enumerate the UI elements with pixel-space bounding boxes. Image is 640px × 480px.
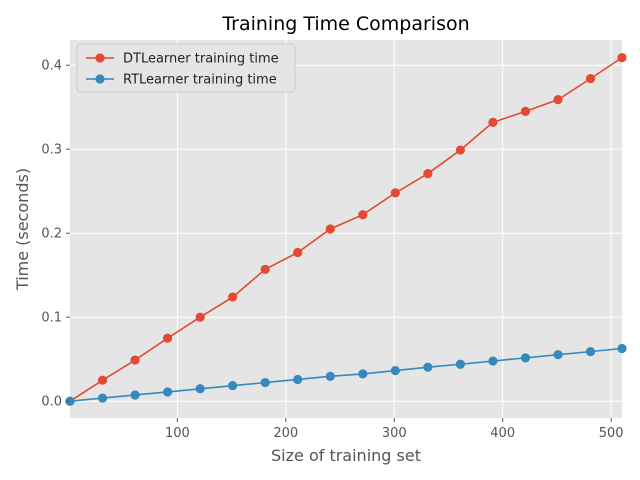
series-1-point xyxy=(553,95,563,105)
x-tick-label: 500 xyxy=(599,426,624,441)
series-2-point xyxy=(163,387,173,397)
y-tick-label: 0.1 xyxy=(41,311,62,326)
series-1-point xyxy=(130,355,140,365)
legend-box xyxy=(76,43,296,93)
series-1-point xyxy=(325,224,335,234)
series-2-point xyxy=(455,359,466,369)
series-2-point xyxy=(97,393,108,403)
plot-background xyxy=(70,40,622,418)
series-1-point xyxy=(358,210,368,220)
legend-marker-2 xyxy=(95,74,105,84)
series-2-point xyxy=(260,377,270,388)
y-tick-label: 0.4 xyxy=(41,59,62,74)
x-tick-label: 300 xyxy=(382,426,407,441)
series-2-point xyxy=(553,350,563,360)
series-line-1 xyxy=(69,56,623,402)
x-tick-label: 400 xyxy=(490,426,515,441)
series-1-point xyxy=(423,168,433,179)
series-2-point xyxy=(390,365,400,376)
series-1-point xyxy=(455,145,466,155)
series-1-point xyxy=(195,312,205,322)
series-1-point xyxy=(585,74,596,84)
series-2-point xyxy=(325,371,335,381)
series-1-point xyxy=(488,117,498,127)
ticks: 100 200 300 400 500 0.0 0.1 0.2 0.3 0.4 xyxy=(41,59,623,441)
legend: DTLearner training time RTLearner trainin… xyxy=(76,43,296,93)
series-1-point xyxy=(293,247,303,258)
series-1-point xyxy=(163,333,173,343)
series-1-point xyxy=(617,53,627,63)
series-2-point xyxy=(130,390,140,400)
legend-label-2: RTLearner training time xyxy=(123,73,277,88)
y-tick-label: 0.2 xyxy=(41,227,62,242)
series-1-point xyxy=(228,292,238,302)
series-1-point xyxy=(520,106,531,116)
legend-marker-1 xyxy=(95,53,105,63)
series-2-point xyxy=(520,353,531,363)
series-1-point xyxy=(97,375,108,385)
series-line-2 xyxy=(69,347,623,402)
series-1-point xyxy=(260,264,270,274)
legend-items: DTLearner training time RTLearner trainin… xyxy=(86,52,279,88)
legend-label-1: DTLearner training time xyxy=(123,52,279,67)
x-tick-label: 200 xyxy=(273,426,298,441)
series-2-point xyxy=(488,356,498,366)
y-tick-label: 0.0 xyxy=(41,395,62,410)
x-axis-label: Size of training set xyxy=(271,446,421,465)
series-2-point xyxy=(358,369,368,379)
series-2-point xyxy=(423,362,433,372)
grid xyxy=(70,40,622,418)
series-2-point xyxy=(585,347,596,357)
series-2-point xyxy=(293,374,303,385)
chart-title: Training Time Comparison xyxy=(221,13,469,35)
y-axis-label: Time (seconds) xyxy=(13,168,32,291)
x-tick-label: 100 xyxy=(165,426,190,441)
series-2-point xyxy=(617,343,627,354)
series-2-point xyxy=(228,381,238,391)
series-1-point xyxy=(390,188,400,198)
series-2-point xyxy=(195,384,205,394)
y-tick-label: 0.3 xyxy=(41,143,62,158)
